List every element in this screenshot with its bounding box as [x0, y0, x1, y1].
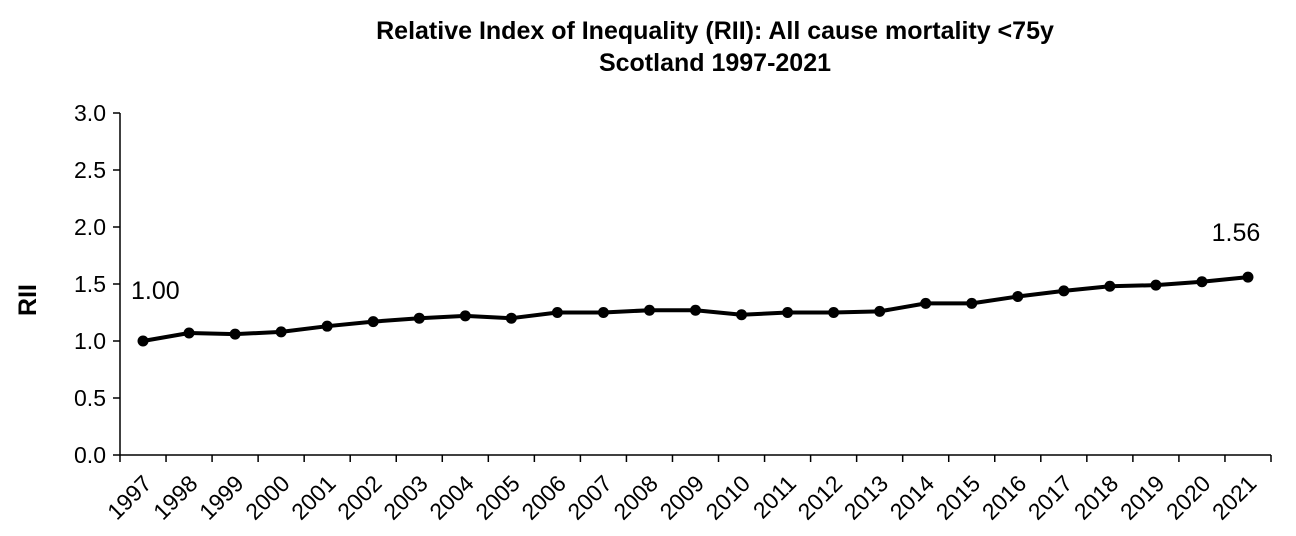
y-tick-label: 3.0 [74, 100, 106, 126]
y-tick-label: 0.0 [74, 442, 106, 468]
x-tick-label: 2020 [1161, 470, 1216, 525]
data-point-2009 [690, 304, 701, 316]
data-point-1999 [229, 328, 241, 340]
data-point-2008 [643, 304, 655, 316]
data-label-1997: 1.00 [131, 277, 180, 305]
data-point-2019 [1150, 279, 1162, 291]
x-tick-label: 2009 [654, 470, 709, 525]
data-point-2017 [1058, 285, 1070, 297]
series-group [137, 271, 1254, 347]
x-tick-label: 2001 [286, 470, 341, 525]
y-tick-label: 2.5 [74, 157, 106, 183]
data-point-2015 [966, 297, 978, 309]
x-tick-label: 2012 [793, 470, 848, 525]
x-tick-label: 2008 [608, 470, 663, 525]
x-tick-label: 1997 [102, 470, 157, 525]
data-point-2000 [275, 326, 287, 338]
y-tick-label: 1.5 [74, 271, 106, 297]
data-point-1997 [137, 335, 149, 347]
data-point-2007 [597, 307, 609, 318]
x-tick-label: 2016 [977, 470, 1032, 525]
x-tick-label: 2010 [701, 470, 756, 525]
x-tick-label: 2018 [1069, 470, 1124, 525]
x-tick-label: 1999 [194, 470, 249, 525]
y-ticks: 0.0 0.5 1.0 1.5 2.0 2.5 3.0 [74, 100, 120, 468]
data-point-2002 [367, 316, 379, 328]
x-tick-label: 2015 [931, 470, 986, 525]
x-tick-label: 2003 [378, 470, 433, 525]
data-point-2003 [413, 312, 425, 324]
chart-subtitle: Scotland 1997-2021 [599, 49, 831, 77]
data-point-2004 [459, 310, 471, 322]
y-tick-label: 2.0 [74, 214, 106, 240]
x-tick-label: 2021 [1207, 470, 1262, 525]
x-ticks: 1997199819992000200120022003200420052006… [102, 455, 1272, 525]
x-tick-label: 1998 [148, 470, 203, 525]
data-point-2014 [920, 297, 932, 309]
x-tick-label: 2017 [1023, 470, 1078, 525]
y-tick-label: 0.5 [74, 385, 106, 411]
y-tick-label: 1.0 [74, 328, 106, 354]
data-labels: 1.00 1.56 [131, 219, 1260, 305]
x-tick-label: 2005 [470, 470, 525, 525]
data-point-2001 [321, 320, 333, 332]
x-tick-label: 2000 [240, 470, 295, 525]
x-tick-label: 2006 [516, 470, 571, 525]
x-tick-label: 2007 [562, 470, 617, 525]
data-point-2016 [1012, 291, 1024, 303]
data-point-2012 [828, 307, 840, 318]
data-point-2021 [1242, 271, 1254, 283]
x-tick-label: 2019 [1115, 470, 1170, 525]
y-axis-label: RII [14, 284, 42, 316]
data-label-2021: 1.56 [1212, 219, 1261, 247]
data-point-1998 [183, 327, 195, 339]
data-point-2020 [1196, 276, 1208, 288]
data-point-2018 [1104, 280, 1116, 292]
x-tick-label: 2002 [332, 470, 387, 525]
chart-title: Relative Index of Inequality (RII): All … [376, 17, 1054, 45]
x-tick-label: 2014 [885, 470, 940, 525]
x-tick-label: 2013 [839, 470, 894, 525]
x-tick-label: 2004 [424, 470, 479, 525]
x-tick-label: 2011 [748, 470, 801, 523]
data-point-2005 [505, 312, 517, 324]
data-point-2013 [874, 305, 886, 317]
data-point-2011 [782, 307, 794, 318]
data-point-2006 [551, 307, 563, 318]
data-point-2010 [736, 309, 748, 321]
